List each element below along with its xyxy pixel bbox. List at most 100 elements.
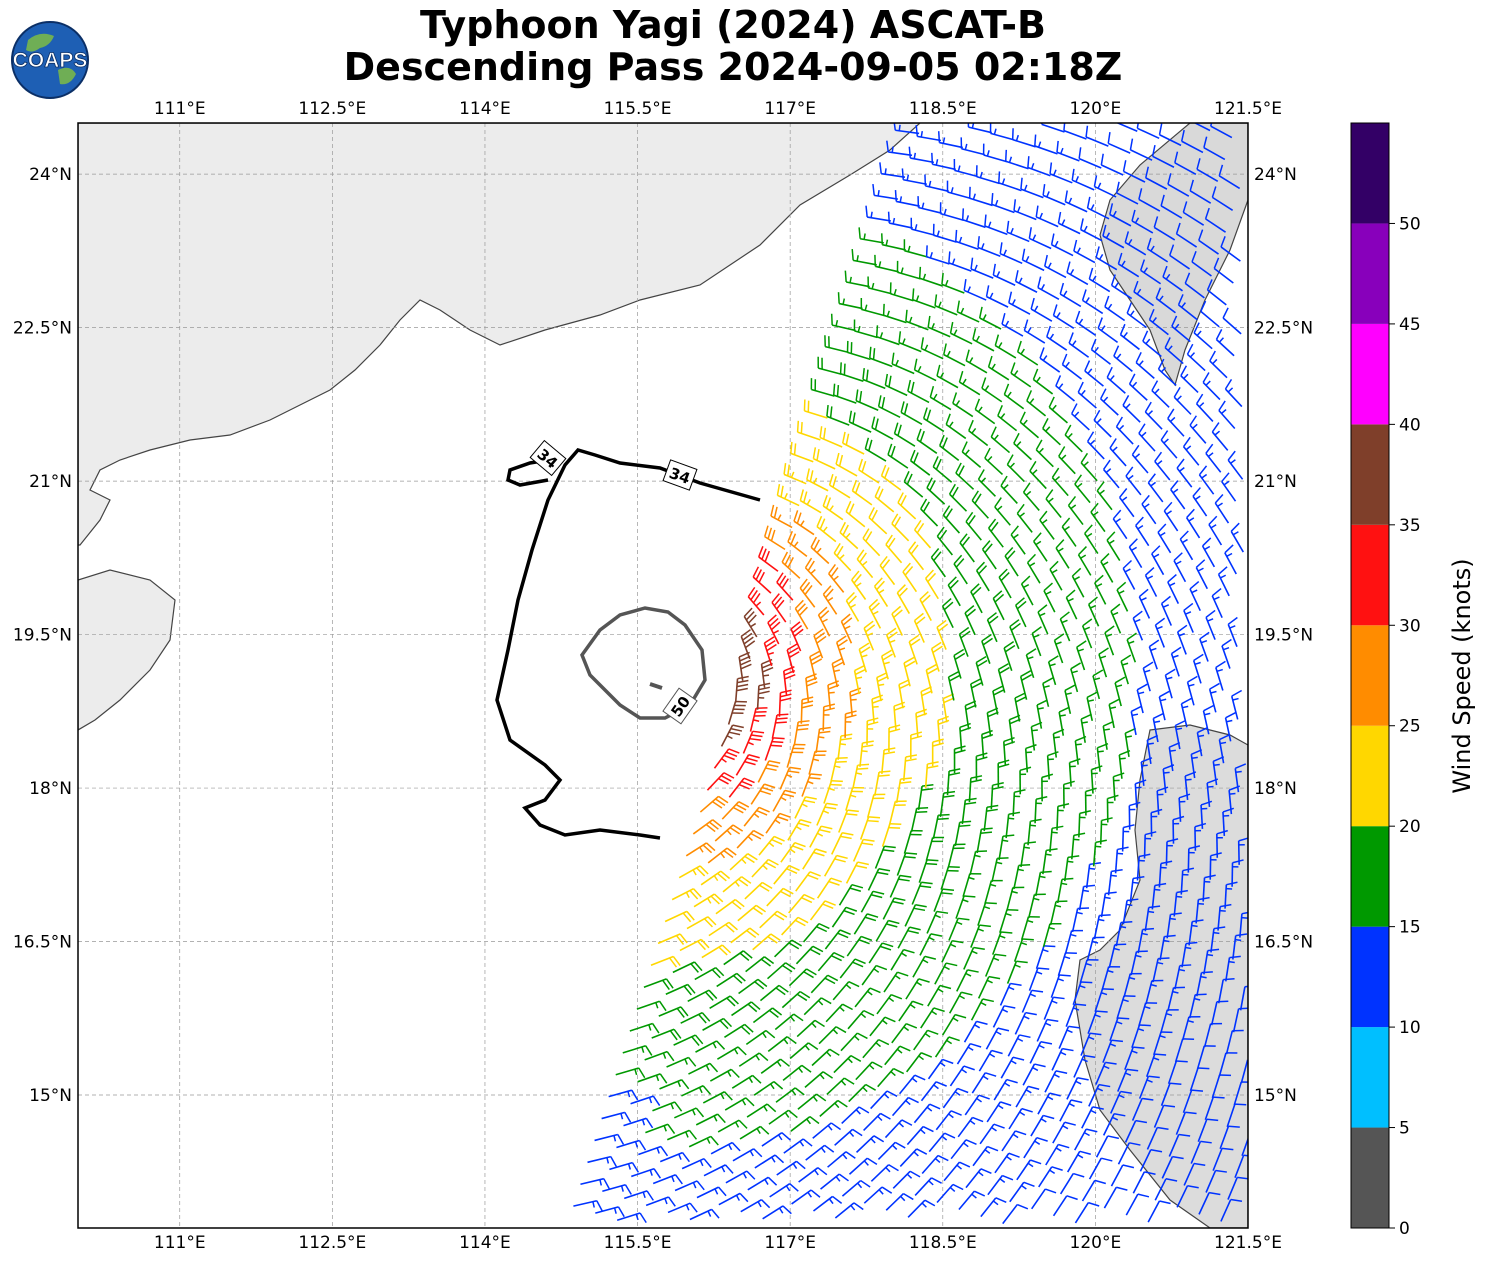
wind-barb bbox=[895, 777, 912, 803]
barb-feather bbox=[901, 168, 905, 180]
barb-feather bbox=[841, 431, 846, 444]
wind-barb bbox=[680, 1011, 711, 1024]
barb-feather bbox=[776, 483, 781, 496]
lat-tick-left: 24°N bbox=[29, 165, 72, 185]
wind-barb bbox=[1067, 495, 1084, 526]
wind-barb bbox=[1106, 794, 1119, 823]
wind-barb bbox=[975, 655, 988, 686]
wind-barb bbox=[909, 731, 923, 760]
wind-barb bbox=[1110, 274, 1133, 300]
barb-feather bbox=[1080, 713, 1092, 720]
wind-barb bbox=[985, 285, 1009, 308]
barb-feather bbox=[916, 428, 922, 440]
wind-barb bbox=[1028, 227, 1052, 250]
barb-feather bbox=[832, 383, 836, 396]
wind-barb bbox=[1035, 945, 1056, 969]
barb-feather bbox=[1135, 352, 1142, 363]
barb-half-feather bbox=[1169, 582, 1176, 587]
barb-feather bbox=[796, 727, 809, 731]
barb-half-feather bbox=[997, 1104, 1004, 1110]
barb-feather bbox=[777, 816, 789, 822]
barb-half-feather bbox=[1197, 902, 1205, 905]
wind-barb bbox=[1215, 660, 1226, 691]
barb-feather bbox=[837, 639, 848, 647]
gridlines bbox=[78, 123, 1248, 1228]
barb-feather bbox=[788, 651, 800, 659]
wind-barb bbox=[795, 871, 821, 892]
wind-barb bbox=[1104, 295, 1126, 322]
barb-feather bbox=[761, 881, 773, 890]
wind-barb bbox=[790, 621, 804, 652]
barb-half-feather bbox=[981, 243, 985, 250]
lon-tick-bottom: 121.5°E bbox=[1214, 1233, 1282, 1253]
barb-feather bbox=[744, 760, 756, 766]
barb-feather bbox=[1221, 472, 1230, 483]
lat-tick-left: 15°N bbox=[29, 1086, 72, 1106]
barb-feather bbox=[1142, 661, 1154, 669]
barb-feather bbox=[986, 804, 999, 808]
wind-barb bbox=[813, 628, 827, 659]
barb-half-feather bbox=[971, 427, 977, 434]
wind-barb bbox=[965, 349, 988, 374]
wind-barb bbox=[833, 542, 852, 572]
wind-barb bbox=[934, 294, 958, 316]
barb-feather bbox=[1021, 248, 1026, 261]
barb-feather bbox=[854, 958, 866, 965]
barb-feather bbox=[994, 593, 1005, 603]
wind-barb bbox=[1137, 927, 1155, 954]
wind-barb bbox=[830, 313, 856, 332]
barb-feather bbox=[988, 975, 1001, 980]
barb-feather bbox=[1034, 134, 1037, 146]
barb-feather bbox=[995, 1197, 1007, 1204]
wind-barb bbox=[835, 635, 848, 666]
barb-feather bbox=[900, 777, 912, 780]
barb-feather bbox=[759, 884, 770, 892]
barb-feather bbox=[1102, 459, 1111, 470]
barb-feather bbox=[998, 568, 1008, 578]
barb-feather bbox=[959, 626, 970, 635]
wind-barb bbox=[720, 724, 744, 747]
barb-half-feather bbox=[1131, 1050, 1138, 1054]
barb-feather bbox=[1003, 641, 1015, 649]
barb-half-feather bbox=[948, 421, 954, 428]
title-line-1: Typhoon Yagi (2024) ASCAT-B bbox=[420, 3, 1046, 47]
barb-feather bbox=[958, 824, 971, 827]
barb-half-feather bbox=[1204, 545, 1211, 551]
barb-half-feather bbox=[902, 338, 906, 345]
wind-barb bbox=[1113, 345, 1133, 372]
barb-feather bbox=[713, 893, 724, 903]
barb-feather bbox=[1014, 692, 1026, 699]
colorbar-segment bbox=[1351, 223, 1389, 324]
barb-feather bbox=[925, 663, 937, 671]
barb-half-feather bbox=[634, 1141, 639, 1148]
wind-barb bbox=[970, 924, 991, 948]
barb-feather bbox=[1206, 1118, 1219, 1122]
barb-feather bbox=[1059, 611, 1070, 620]
wind-barb bbox=[743, 607, 758, 638]
barb-feather bbox=[782, 1205, 792, 1215]
barb-half-feather bbox=[1207, 618, 1214, 622]
wind-barb bbox=[820, 1173, 849, 1190]
wind-barb bbox=[798, 1167, 828, 1183]
wind-barb bbox=[1087, 596, 1100, 627]
wind-barb bbox=[1194, 822, 1207, 851]
lon-tick-bottom: 118.5°E bbox=[909, 1233, 977, 1253]
barb-half-feather bbox=[747, 835, 753, 842]
barb-feather bbox=[767, 614, 777, 624]
wind-barb bbox=[958, 626, 971, 657]
barb-feather bbox=[1037, 276, 1042, 288]
barb-half-feather bbox=[900, 267, 904, 274]
barb-half-feather bbox=[1150, 481, 1157, 487]
barb-feather bbox=[955, 558, 965, 568]
barb-half-feather bbox=[840, 1080, 847, 1086]
barb-feather bbox=[1147, 473, 1156, 484]
wind-barb bbox=[805, 673, 818, 702]
wind-barb bbox=[818, 1026, 847, 1045]
wind-barb bbox=[919, 591, 932, 622]
wind-barb bbox=[793, 720, 810, 746]
barb-half-feather bbox=[1105, 468, 1112, 474]
wind-barb bbox=[1124, 727, 1137, 757]
barb-feather bbox=[765, 1029, 776, 1039]
barb-feather bbox=[1116, 1186, 1128, 1191]
barb-feather bbox=[691, 1036, 700, 1046]
